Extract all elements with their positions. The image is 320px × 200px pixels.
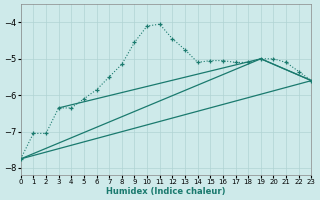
X-axis label: Humidex (Indice chaleur): Humidex (Indice chaleur) (106, 187, 226, 196)
